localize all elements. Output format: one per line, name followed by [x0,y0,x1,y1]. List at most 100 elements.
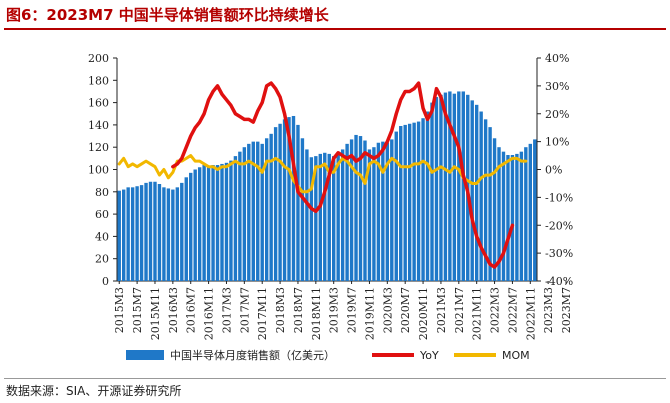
x-tick-label: 2017M11 [256,287,269,340]
bar [434,97,439,281]
bar [524,147,528,281]
bar [247,143,251,281]
bar [278,123,282,281]
bar [273,127,278,281]
bar [528,143,532,281]
title-divider [4,28,666,30]
bar [430,102,434,281]
bar [162,187,166,281]
bar [376,142,381,281]
right-tick-label: -30% [545,247,573,260]
bar [363,140,367,281]
x-tick-label: 2021M11 [471,287,484,340]
bar [126,187,130,281]
bar [180,182,184,281]
right-tick-label: 10% [545,136,569,149]
x-tick-label: 2018M7 [292,287,305,333]
x-tick-label: 2016M11 [203,287,216,340]
x-tick-label: 2021M7 [453,287,466,333]
bar [385,142,390,281]
bar [144,182,148,281]
left-tick-label: 180 [88,74,109,87]
x-tick-label: 2015M7 [131,287,144,333]
left-tick-label: 160 [88,97,109,110]
bar [372,147,376,281]
bar [300,138,305,281]
x-tick-label: 2022M3 [489,287,502,333]
x-tick-label: 2019M11 [363,287,376,340]
source-divider [4,378,666,379]
legend: 中国半导体月度销售额（亿美元） YoY MOM [126,348,530,362]
bar [349,139,354,281]
x-tick-label: 2016M7 [185,287,198,333]
yoy-line [171,81,515,269]
bar [506,155,510,281]
bar [148,181,153,281]
legend-label-sales: 中国半导体月度销售额（亿美元） [170,348,335,362]
bar [501,151,506,281]
left-tick-label: 200 [88,52,109,65]
bar [470,100,474,282]
bar [139,185,144,281]
bar [394,131,398,281]
left-tick-label: 140 [88,119,109,132]
bar [452,93,457,282]
bar [233,156,238,281]
bar [367,149,372,281]
bar [305,149,309,281]
right-tick-label: 0% [545,164,562,177]
right-tick-label: -10% [545,191,573,204]
bar [184,177,188,281]
bar [197,167,202,281]
bar [193,169,197,281]
bar [122,189,126,281]
chart: 0 20 40 60 80 100 120 140 160 180 200 -40% -30% -20%… [88,52,573,362]
bar [443,92,448,281]
bar [358,136,363,281]
right-tick-label: 30% [545,80,569,93]
line-series [117,81,528,269]
bar [457,91,461,281]
bar [390,139,394,281]
bar [260,143,264,281]
bar [256,141,260,282]
bar [251,141,255,282]
x-tick-label: 2016M3 [167,287,180,333]
bar [474,104,479,281]
bar [309,157,314,281]
x-tick-label: 2022M7 [506,287,519,333]
right-tick-label: -40% [545,275,573,288]
x-tick-label: 2022M11 [524,287,537,340]
bar [202,165,206,281]
bar [461,91,465,281]
bar [215,165,220,281]
bar [439,94,443,281]
bar [381,141,385,282]
legend-label-mom: MOM [502,349,530,362]
bar [135,186,139,281]
bar [345,143,349,281]
right-axis: -40% -30% -20% -10% 0% 10% 20% 30% 40% [537,52,573,288]
bar [224,162,229,281]
bar [421,118,425,282]
bar [117,190,121,281]
bar [519,151,524,281]
x-tick-label: 2020M11 [417,287,430,340]
bar [515,153,519,281]
bar [497,147,501,281]
bar [399,126,403,282]
x-tick-label: 2017M3 [221,287,234,333]
bar [269,133,273,281]
left-tick-label: 0 [102,275,109,288]
bar [211,165,215,281]
bar [492,138,497,281]
left-tick-label: 100 [88,164,109,177]
x-tick-label: 2020M3 [381,287,394,333]
bar [510,155,515,281]
legend-bar-swatch [126,350,164,360]
x-axis: 2015M3 2015M7 2015M11 2016M3 2016M7 2016M11 20… [113,281,573,340]
bar [323,152,327,281]
bar [332,156,336,281]
bar [229,160,233,281]
left-tick-label: 40 [95,230,109,243]
